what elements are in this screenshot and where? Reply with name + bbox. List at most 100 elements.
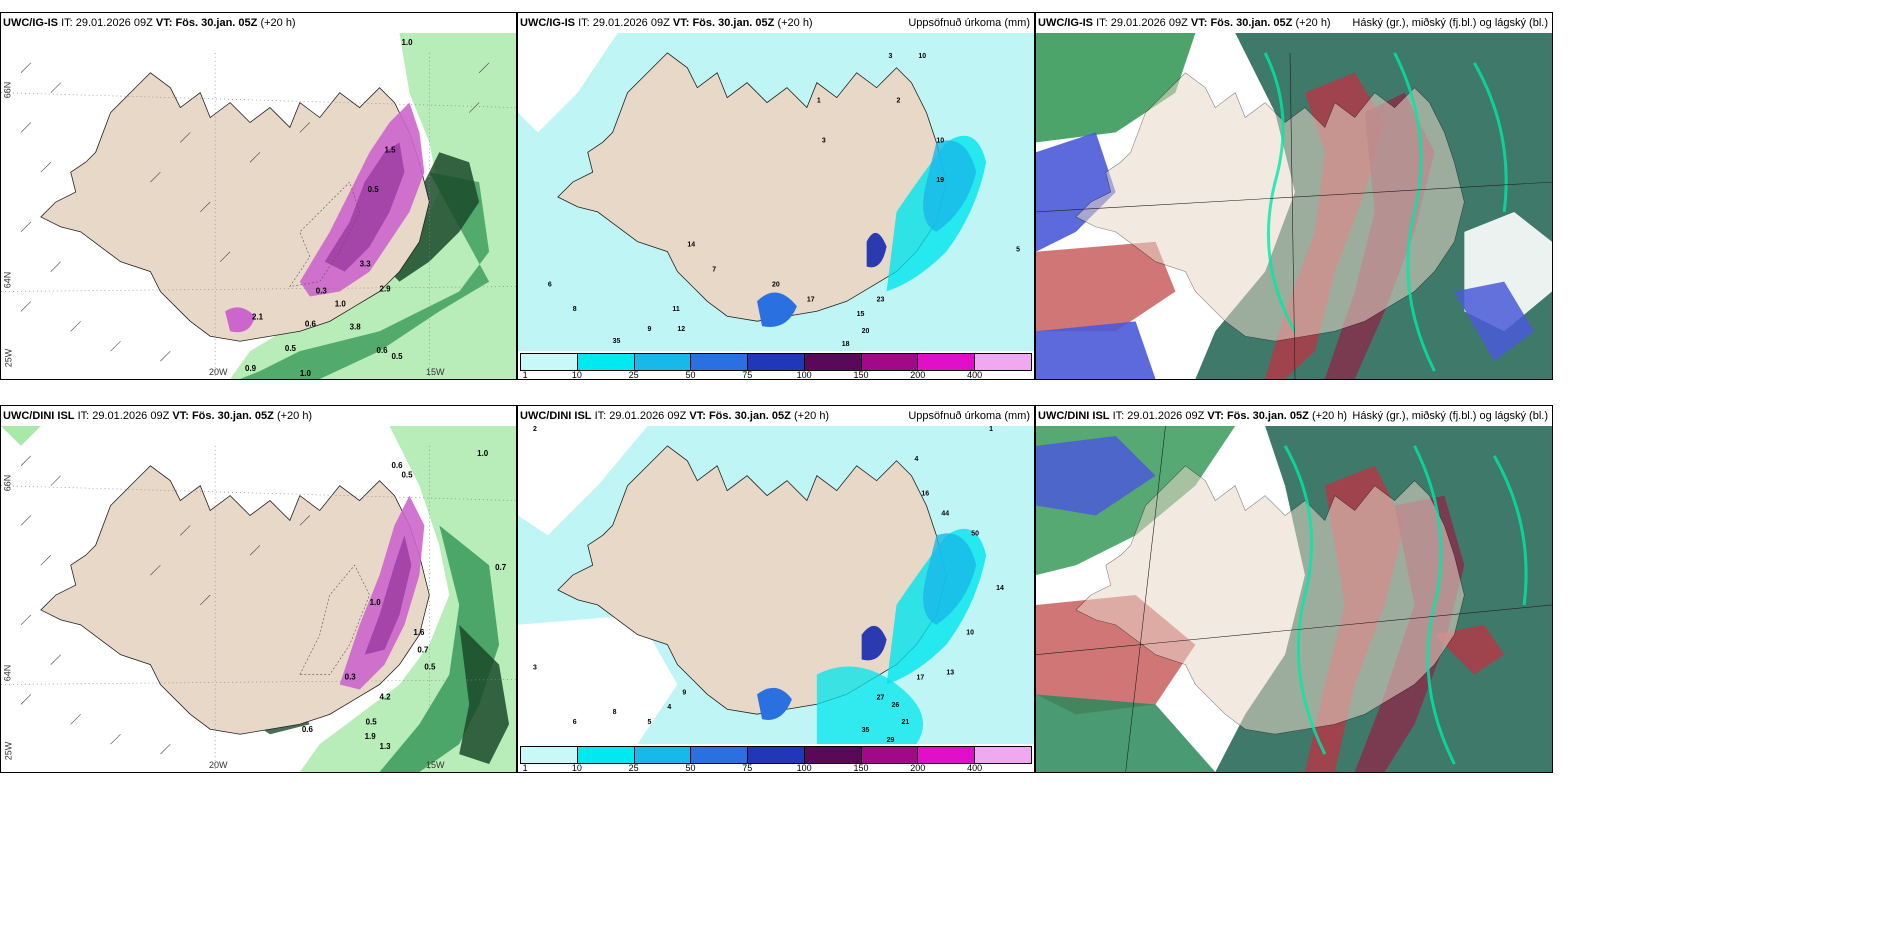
value-label: 2 — [533, 426, 537, 433]
lon-label: 15W — [426, 367, 445, 377]
value-label: 27 — [877, 694, 885, 701]
value-label: 0.5 — [285, 344, 297, 353]
vt-label: VT: — [155, 17, 173, 29]
vt-label: VT: — [689, 410, 706, 422]
panel-clouds-dini: UWC/DINI ISL IT: 29.01.2026 09Z VT: Fös.… — [1035, 405, 1553, 773]
lon-label: 20W — [209, 760, 228, 770]
value-label: 0.5 — [368, 185, 380, 194]
lon-label: 15W — [426, 760, 445, 770]
colorbar-tick: 400 — [967, 763, 983, 773]
vt-value: Fös. 30.jan. 05Z — [191, 410, 274, 422]
colorbar-tick: 100 — [796, 370, 812, 380]
value-label: 1 — [989, 426, 993, 433]
value-label: 12 — [677, 326, 685, 333]
value-label: 1.6 — [413, 628, 425, 637]
it-label: IT: — [594, 410, 607, 422]
colorbar-tick: 25 — [628, 763, 639, 773]
value-label: 0.7 — [417, 646, 429, 655]
lead-time: (+20 h) — [793, 410, 830, 422]
value-label: 2.1 — [252, 312, 264, 321]
precip-light-green — [230, 33, 516, 379]
panel-header-bg — [1, 13, 516, 33]
value-label: 4 — [667, 704, 671, 711]
lead-time: (+20 h) — [1295, 17, 1331, 29]
value-label: 1.0 — [335, 299, 347, 308]
vt-value: Fös. 30.jan. 05Z — [708, 410, 791, 422]
colorbar-tick: 50 — [685, 763, 696, 773]
value-label: 0.7 — [495, 563, 507, 572]
colorbar-ticks: 1 10 25 50 75 100 150 200 400 — [520, 763, 1032, 773]
panel-header-bg — [1036, 406, 1552, 426]
colorbar-swatch — [975, 354, 1032, 370]
lon-label: 20W — [209, 367, 228, 377]
map-area: 1.0 0.6 0.5 1.0 0.7 0.5 4.2 0.6 1.9 1.3 … — [1, 426, 516, 772]
precip-darkblue — [866, 232, 887, 268]
panel-title-right: Háský (gr.), miðský (fj.bl.) og lágský (… — [1352, 410, 1548, 422]
colorbar-swatch — [691, 747, 749, 763]
colorbar-ticks: 1 10 25 50 75 100 150 200 400 — [520, 370, 1032, 380]
value-label: 0.3 — [316, 287, 328, 296]
panel-accum-precip-dini: UWC/DINI ISL IT: 29.01.2026 09Z VT: Fös.… — [517, 405, 1035, 773]
cloud-contours — [1283, 445, 1528, 765]
colorbar-tick: 400 — [967, 370, 983, 380]
value-label: 7 — [712, 267, 716, 274]
lead-time: (+20 h) — [1311, 410, 1348, 422]
it-value: 29.01.2026 09Z — [1127, 410, 1205, 422]
colorbar-swatch — [748, 747, 805, 763]
colorbar: 1 10 25 50 75 100 150 200 400 — [518, 744, 1034, 772]
panel-header: UWC/IG-IS IT: 29.01.2026 09Z VT: Fös. 30… — [3, 17, 296, 29]
map-svg: 1.0 0.6 0.5 1.0 0.7 0.5 4.2 0.6 1.9 1.3 … — [1, 426, 516, 772]
colorbar-tick: 200 — [910, 763, 926, 773]
value-label: 19 — [936, 177, 944, 184]
colorbar-swatch — [521, 747, 578, 763]
value-label: 14 — [687, 242, 695, 249]
value-label: 1.0 — [401, 38, 413, 47]
map-area — [1036, 33, 1552, 379]
panel-header-bg — [518, 13, 1034, 33]
colorbar-swatch — [804, 747, 862, 763]
value-label: 3 — [822, 137, 826, 144]
model-name: UWC/DINI ISL — [520, 410, 592, 422]
colorbar-tick: 1 — [522, 370, 528, 380]
value-label: 3 — [889, 53, 893, 60]
it-label: IT: — [1112, 410, 1125, 422]
it-value: 29.01.2026 09Z — [92, 410, 170, 422]
value-label: 17 — [916, 674, 924, 681]
vt-label: VT: — [672, 17, 690, 29]
value-label: 4.2 — [380, 692, 392, 701]
colorbar-tick: 75 — [742, 370, 753, 380]
map-svg: 3 10 1 2 3 10 19 14 7 20 17 23 15 20 18 … — [518, 33, 1034, 351]
panel-header-bg — [518, 406, 1034, 426]
value-label: 0.9 — [245, 364, 257, 373]
colorbar-tick: 10 — [571, 370, 582, 380]
colorbar-swatch — [577, 747, 635, 763]
value-label: 4 — [914, 456, 918, 463]
value-label: 9 — [682, 689, 686, 696]
value-label: 20 — [772, 281, 780, 288]
panel-wind-precip-igis: UWC/IG-IS IT: 29.01.2026 09Z VT: Fös. 30… — [0, 12, 517, 380]
panel-header-bg — [1036, 13, 1552, 33]
colorbar-swatch — [521, 354, 578, 370]
vt-value: Fös. 30.jan. 05Z — [175, 17, 258, 29]
colorbar-tick: 10 — [571, 763, 582, 773]
map-svg — [1036, 426, 1552, 772]
value-label: 10 — [966, 630, 974, 637]
it-value: 29.01.2026 09Z — [609, 410, 687, 422]
value-label: 6 — [548, 281, 552, 288]
colorbar-tick: 100 — [796, 763, 812, 773]
panel-wind-precip-dini: UWC/DINI ISL IT: 29.01.2026 09Z VT: Fös.… — [0, 405, 517, 773]
vt-label: VT: — [1207, 410, 1224, 422]
panel-title-right: Uppsöfnuð úrkoma (mm) — [908, 410, 1030, 422]
panel-header: UWC/DINI ISL IT: 29.01.2026 09Z VT: Fös.… — [520, 410, 829, 422]
colorbar-swatches — [520, 353, 1032, 371]
colorbar-swatch — [691, 354, 749, 370]
model-name: UWC/IG-IS — [3, 17, 58, 29]
value-label: 26 — [892, 702, 900, 709]
value-label: 10 — [918, 53, 926, 60]
model-name: UWC/DINI ISL — [1038, 410, 1110, 422]
value-label: 9 — [647, 326, 651, 333]
value-label: 1.0 — [477, 449, 489, 458]
lat-label: 66N — [2, 81, 13, 99]
it-label: IT: — [1096, 17, 1108, 29]
value-label: 1.5 — [385, 145, 397, 154]
